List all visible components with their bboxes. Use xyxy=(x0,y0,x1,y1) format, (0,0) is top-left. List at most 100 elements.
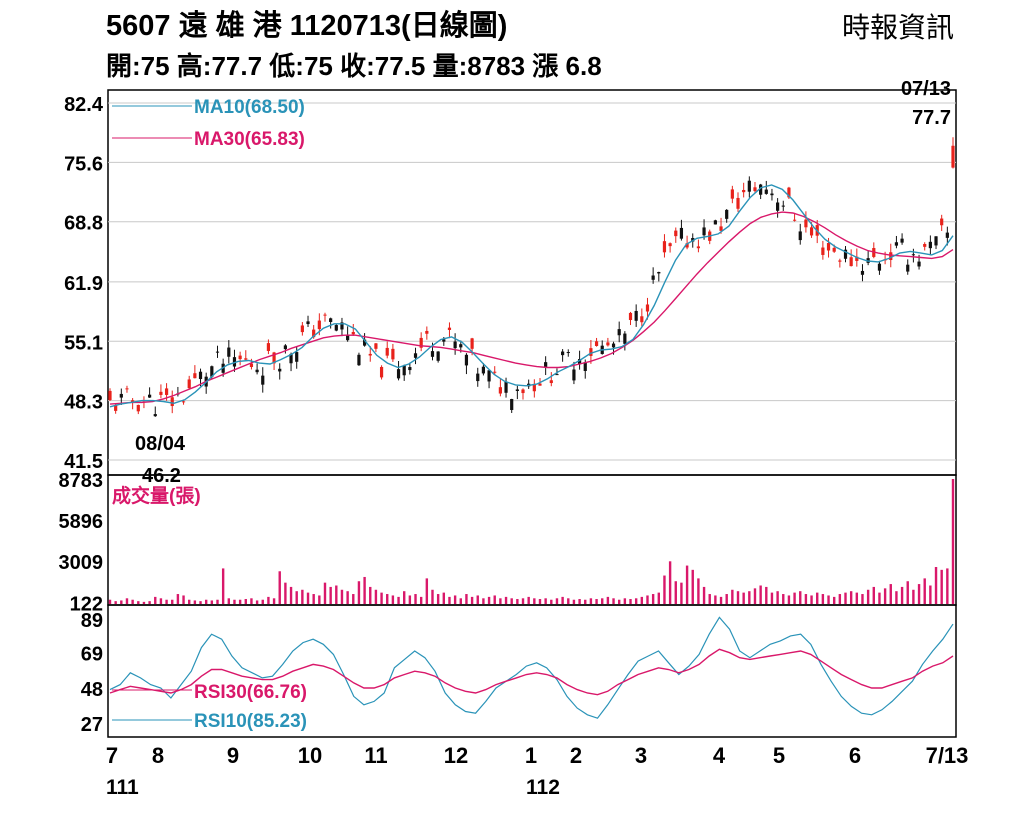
candle-body xyxy=(923,243,927,247)
volume-bar xyxy=(521,598,525,604)
candle-body xyxy=(261,375,265,385)
candle-body xyxy=(119,393,123,398)
x-tick-label: 7/13 xyxy=(926,743,969,768)
volume-bar xyxy=(849,591,853,604)
candle-body xyxy=(640,316,644,323)
volume-bar xyxy=(589,598,593,604)
candle-body xyxy=(572,369,576,381)
volume-bar xyxy=(453,595,457,604)
volume-bar xyxy=(640,596,644,604)
volume-bar xyxy=(527,596,530,604)
volume-bar xyxy=(617,599,621,604)
candle-body xyxy=(725,209,729,219)
x-tick-label: 12 xyxy=(444,743,468,768)
candle-body xyxy=(611,343,616,348)
volume-bar xyxy=(697,578,700,604)
volume-bar xyxy=(267,596,270,604)
volume-bar xyxy=(572,599,576,604)
volume-bar xyxy=(318,595,321,604)
volume-bar xyxy=(419,596,423,604)
price-y-tick-label: 55.1 xyxy=(64,332,103,354)
candle-body xyxy=(447,327,452,330)
volume-bar xyxy=(657,592,660,604)
rsi-y-tick-label: 48 xyxy=(81,679,103,701)
volume-bar xyxy=(951,479,955,604)
candle-body xyxy=(368,353,372,356)
volume-bar xyxy=(651,594,655,604)
volume-bar xyxy=(221,568,225,604)
candle-body xyxy=(804,219,808,228)
volume-bar xyxy=(753,588,757,604)
annotation-low-value: 46.2 xyxy=(142,465,181,487)
candle-body xyxy=(928,241,932,249)
volume-y-ticks: 8783 5896 3009 122 xyxy=(59,470,104,615)
candle-body xyxy=(532,383,536,392)
candle-body xyxy=(170,397,174,407)
volume-bar xyxy=(714,595,717,604)
price-y-tick-label: 41.5 xyxy=(64,451,103,473)
candle-body xyxy=(798,231,802,241)
candle-body xyxy=(826,243,831,251)
volume-bar xyxy=(623,598,627,604)
candle-body xyxy=(272,352,276,364)
rsi30-line xyxy=(109,648,954,696)
volume-bar xyxy=(171,599,174,604)
ma10-line xyxy=(109,184,954,408)
candle-body xyxy=(792,219,797,221)
volume-bar xyxy=(855,592,859,604)
volume-bar xyxy=(516,599,519,604)
volume-bar xyxy=(499,598,502,604)
year-label-112: 112 xyxy=(526,776,560,799)
volume-bar xyxy=(550,599,553,604)
volume-bar xyxy=(120,600,123,604)
candle-body xyxy=(589,348,593,356)
candle-body xyxy=(215,351,220,353)
candle-body xyxy=(295,352,299,362)
volume-bar xyxy=(374,589,378,604)
volume-bar xyxy=(895,591,898,604)
price-y-tick-label: 75.6 xyxy=(64,153,103,175)
candle-body xyxy=(651,275,655,280)
volume-bar xyxy=(233,599,236,604)
volume-bar xyxy=(261,599,264,604)
volume-bar xyxy=(199,601,202,604)
volume-bar xyxy=(601,598,604,604)
volume-bar xyxy=(872,586,875,604)
volume-bar xyxy=(188,599,191,604)
volume-bar xyxy=(742,592,745,604)
volume-bar xyxy=(312,594,315,604)
volume-bar xyxy=(487,596,491,604)
volume-bar xyxy=(912,589,915,604)
candle-body xyxy=(662,241,667,253)
x-tick-label: 2 xyxy=(570,743,582,768)
volume-bar xyxy=(470,596,474,604)
x-tick-label: 10 xyxy=(298,743,322,768)
candle-body xyxy=(583,362,587,371)
volume-bar xyxy=(408,595,412,604)
volume-bar xyxy=(284,582,287,604)
candle-body xyxy=(442,339,446,342)
candle-body xyxy=(436,351,440,361)
volume-bar xyxy=(148,601,151,604)
candle-body xyxy=(244,358,248,360)
volume-bar xyxy=(646,595,649,604)
volume-bar xyxy=(889,584,892,604)
candle-body xyxy=(379,366,384,378)
price-y-tick-label: 48.3 xyxy=(64,392,103,414)
volume-bar xyxy=(544,598,547,604)
x-tick-label: 3 xyxy=(635,743,647,768)
volume-bar xyxy=(731,589,734,604)
candle-body xyxy=(198,371,203,380)
volume-bar xyxy=(782,594,785,604)
volume-bar xyxy=(680,582,683,604)
volume-bar xyxy=(369,586,372,604)
candle-body xyxy=(809,227,814,236)
candle-body xyxy=(464,354,469,366)
annotation-high-value: 77.7 xyxy=(912,107,951,129)
price-y-tick-label: 61.9 xyxy=(64,273,103,295)
volume-bar xyxy=(900,586,904,604)
volume-bar xyxy=(182,595,185,604)
volume-bar xyxy=(176,594,180,604)
volume-bar xyxy=(306,592,310,604)
candle-body xyxy=(719,226,723,231)
